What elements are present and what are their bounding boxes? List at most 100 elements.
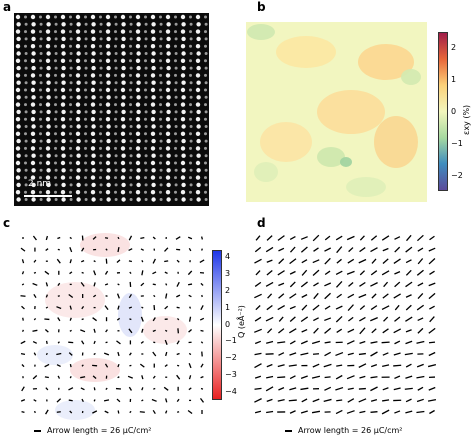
atom-column — [136, 51, 141, 56]
polarization-arrow — [417, 258, 424, 265]
polarization-arrow — [141, 399, 144, 402]
atom-column — [174, 66, 178, 70]
atom-column — [135, 175, 141, 180]
atom-column — [99, 52, 103, 55]
atom-column — [174, 183, 178, 187]
atom-column — [129, 146, 132, 150]
atom-column — [54, 88, 57, 92]
polarization-arrow — [116, 317, 121, 321]
atom-column — [54, 66, 58, 70]
polarization-arrow — [278, 387, 285, 391]
atom-column — [159, 161, 162, 165]
polarization-arrow — [104, 270, 109, 275]
charge-colorbar-tick: −1 — [225, 336, 237, 346]
atom-column — [54, 176, 57, 180]
polarization-arrow — [164, 260, 169, 263]
polarization-arrow — [370, 364, 378, 368]
atom-column — [136, 168, 141, 173]
atom-column — [24, 132, 27, 136]
atom-column — [144, 139, 148, 143]
atom-column — [121, 95, 126, 100]
polarization-arrow — [346, 410, 355, 414]
polarization-arrow — [187, 236, 193, 240]
polarization-arrow — [324, 327, 332, 334]
atom-column — [91, 182, 96, 188]
polarization-arrow — [336, 293, 343, 299]
atom-column — [84, 139, 88, 143]
atom-column — [84, 103, 87, 107]
atom-column — [165, 102, 171, 107]
polarization-arrow — [405, 375, 413, 379]
lattice-dots — [15, 14, 208, 202]
polarization-arrow — [381, 235, 390, 241]
polarization-arrow — [313, 317, 319, 322]
polarization-arrow — [69, 305, 72, 310]
polarization-arrow — [56, 398, 62, 403]
polarization-arrow — [69, 410, 73, 414]
atom-column — [75, 44, 81, 49]
atom-column — [91, 109, 96, 115]
atom-column — [69, 95, 73, 99]
polarization-arrow — [324, 305, 331, 310]
atom-column — [105, 73, 111, 78]
atom-column — [39, 183, 43, 187]
atom-column — [69, 190, 72, 194]
atom-column — [144, 168, 148, 172]
polarization-arrow — [301, 259, 308, 264]
atom-column — [39, 161, 42, 165]
atom-column — [30, 73, 36, 78]
atom-column — [24, 52, 28, 55]
atom-column — [45, 175, 51, 180]
atom-column — [84, 44, 87, 48]
polarization-arrow — [187, 283, 193, 286]
polarization-arrow — [324, 292, 331, 300]
polarization-arrow — [164, 364, 168, 368]
atom-column — [165, 29, 171, 34]
atom-column — [114, 117, 117, 121]
atom-column — [121, 182, 126, 188]
strain-colorbar — [438, 32, 448, 191]
atom-column — [46, 197, 51, 202]
polarization-arrow — [200, 236, 204, 240]
polarization-arrow — [81, 271, 84, 274]
atom-column — [39, 117, 42, 121]
atom-column — [204, 52, 208, 55]
polarization-arrow — [175, 236, 181, 240]
atom-column — [60, 87, 66, 93]
polarization-arrow — [417, 247, 424, 252]
polarization-arrow — [93, 270, 97, 276]
atom-column — [61, 95, 66, 100]
atom-column — [69, 139, 73, 143]
atom-column — [195, 87, 201, 93]
polarization-arrow — [300, 340, 308, 345]
atom-column — [129, 168, 133, 172]
polarization-arrow — [336, 258, 342, 264]
atom-column — [151, 109, 156, 115]
atom-column — [204, 139, 208, 143]
atom-column — [24, 168, 28, 172]
atom-column — [106, 51, 111, 56]
polarization-arrow — [254, 293, 262, 299]
atom-column — [15, 29, 21, 34]
polarization-arrow — [21, 271, 25, 275]
polarization-arrow — [311, 375, 321, 379]
polarization-arrow — [359, 410, 366, 414]
atom-column — [91, 22, 96, 27]
atom-column — [150, 190, 156, 195]
atom-column — [91, 36, 96, 42]
atom-column — [54, 110, 58, 114]
atom-column — [105, 117, 111, 122]
atom-column — [204, 154, 208, 158]
atom-column — [196, 65, 201, 71]
atom-column — [151, 51, 156, 56]
atom-column — [135, 87, 141, 93]
polarization-arrow — [289, 340, 296, 345]
atom-column — [46, 138, 51, 144]
polarization-arrow — [103, 352, 110, 356]
atom-column — [144, 73, 147, 77]
polarization-arrow — [335, 351, 344, 357]
atom-column — [195, 190, 201, 195]
atom-column — [105, 29, 111, 34]
polarization-arrow — [199, 398, 205, 403]
polarization-arrow — [394, 281, 401, 288]
